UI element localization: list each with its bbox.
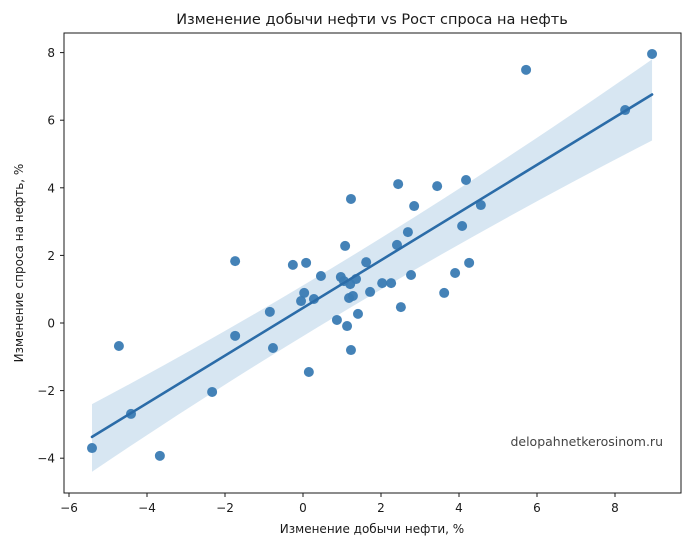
data-point xyxy=(393,179,404,190)
data-point xyxy=(409,201,420,212)
data-point xyxy=(230,330,241,341)
data-point xyxy=(207,386,218,397)
data-point xyxy=(264,306,275,317)
data-point xyxy=(365,286,376,297)
data-point xyxy=(475,200,486,211)
data-point xyxy=(439,287,450,298)
y-axis-label: Изменение спроса на нефть, % xyxy=(12,164,26,363)
y-tick-label: 4 xyxy=(47,181,55,195)
data-point xyxy=(395,302,406,313)
data-point xyxy=(352,308,363,319)
chart-title: Изменение добычи нефти vs Рост спроса на… xyxy=(176,12,568,28)
data-point xyxy=(267,343,278,354)
y-tick-label: 2 xyxy=(47,249,55,263)
data-point xyxy=(432,181,443,192)
data-point xyxy=(301,257,312,268)
data-point xyxy=(406,270,417,281)
data-point xyxy=(87,443,98,454)
data-point xyxy=(113,340,124,351)
regression-line xyxy=(90,93,654,439)
y-tick-label: 0 xyxy=(47,317,55,331)
data-point xyxy=(303,367,314,378)
data-point xyxy=(342,321,353,332)
data-point xyxy=(287,259,298,270)
y-tick-label: 8 xyxy=(47,46,55,60)
data-point xyxy=(457,220,468,231)
data-point xyxy=(299,287,310,298)
x-tick-label: −4 xyxy=(138,501,156,515)
x-tick-label: 2 xyxy=(377,501,385,515)
x-tick-label: 8 xyxy=(611,501,619,515)
x-tick-label: −6 xyxy=(60,501,78,515)
x-axis: −6 −4 −2 0 2 4 6 8 xyxy=(60,493,619,515)
y-tick-label: −2 xyxy=(37,384,55,398)
data-point xyxy=(647,48,658,59)
x-axis-label: Изменение добычи нефти, % xyxy=(280,522,464,536)
data-point xyxy=(464,257,475,268)
data-point xyxy=(331,314,342,325)
axes-frame xyxy=(63,32,682,494)
data-point xyxy=(154,450,165,461)
data-point xyxy=(345,193,356,204)
x-tick-label: 0 xyxy=(299,501,307,515)
data-point xyxy=(386,278,397,289)
data-point xyxy=(450,267,461,278)
data-point xyxy=(402,227,413,238)
data-point xyxy=(340,240,351,251)
x-tick-label: 4 xyxy=(455,501,463,515)
data-point xyxy=(296,296,307,307)
data-point xyxy=(377,278,388,289)
y-tick-label: −4 xyxy=(37,452,55,466)
x-tick-label: 6 xyxy=(533,501,541,515)
data-point xyxy=(347,290,358,301)
data-point xyxy=(345,345,356,356)
data-point xyxy=(361,257,372,268)
y-axis: −4 −2 0 2 4 6 8 xyxy=(37,46,64,466)
data-point xyxy=(230,256,241,267)
data-point xyxy=(461,175,472,186)
plot-area xyxy=(87,48,658,472)
watermark: delopahnetkerosinom.ru xyxy=(510,434,663,449)
data-point xyxy=(521,64,532,75)
y-tick-label: 6 xyxy=(47,114,55,128)
x-tick-label: −2 xyxy=(216,501,234,515)
data-point xyxy=(315,271,326,282)
